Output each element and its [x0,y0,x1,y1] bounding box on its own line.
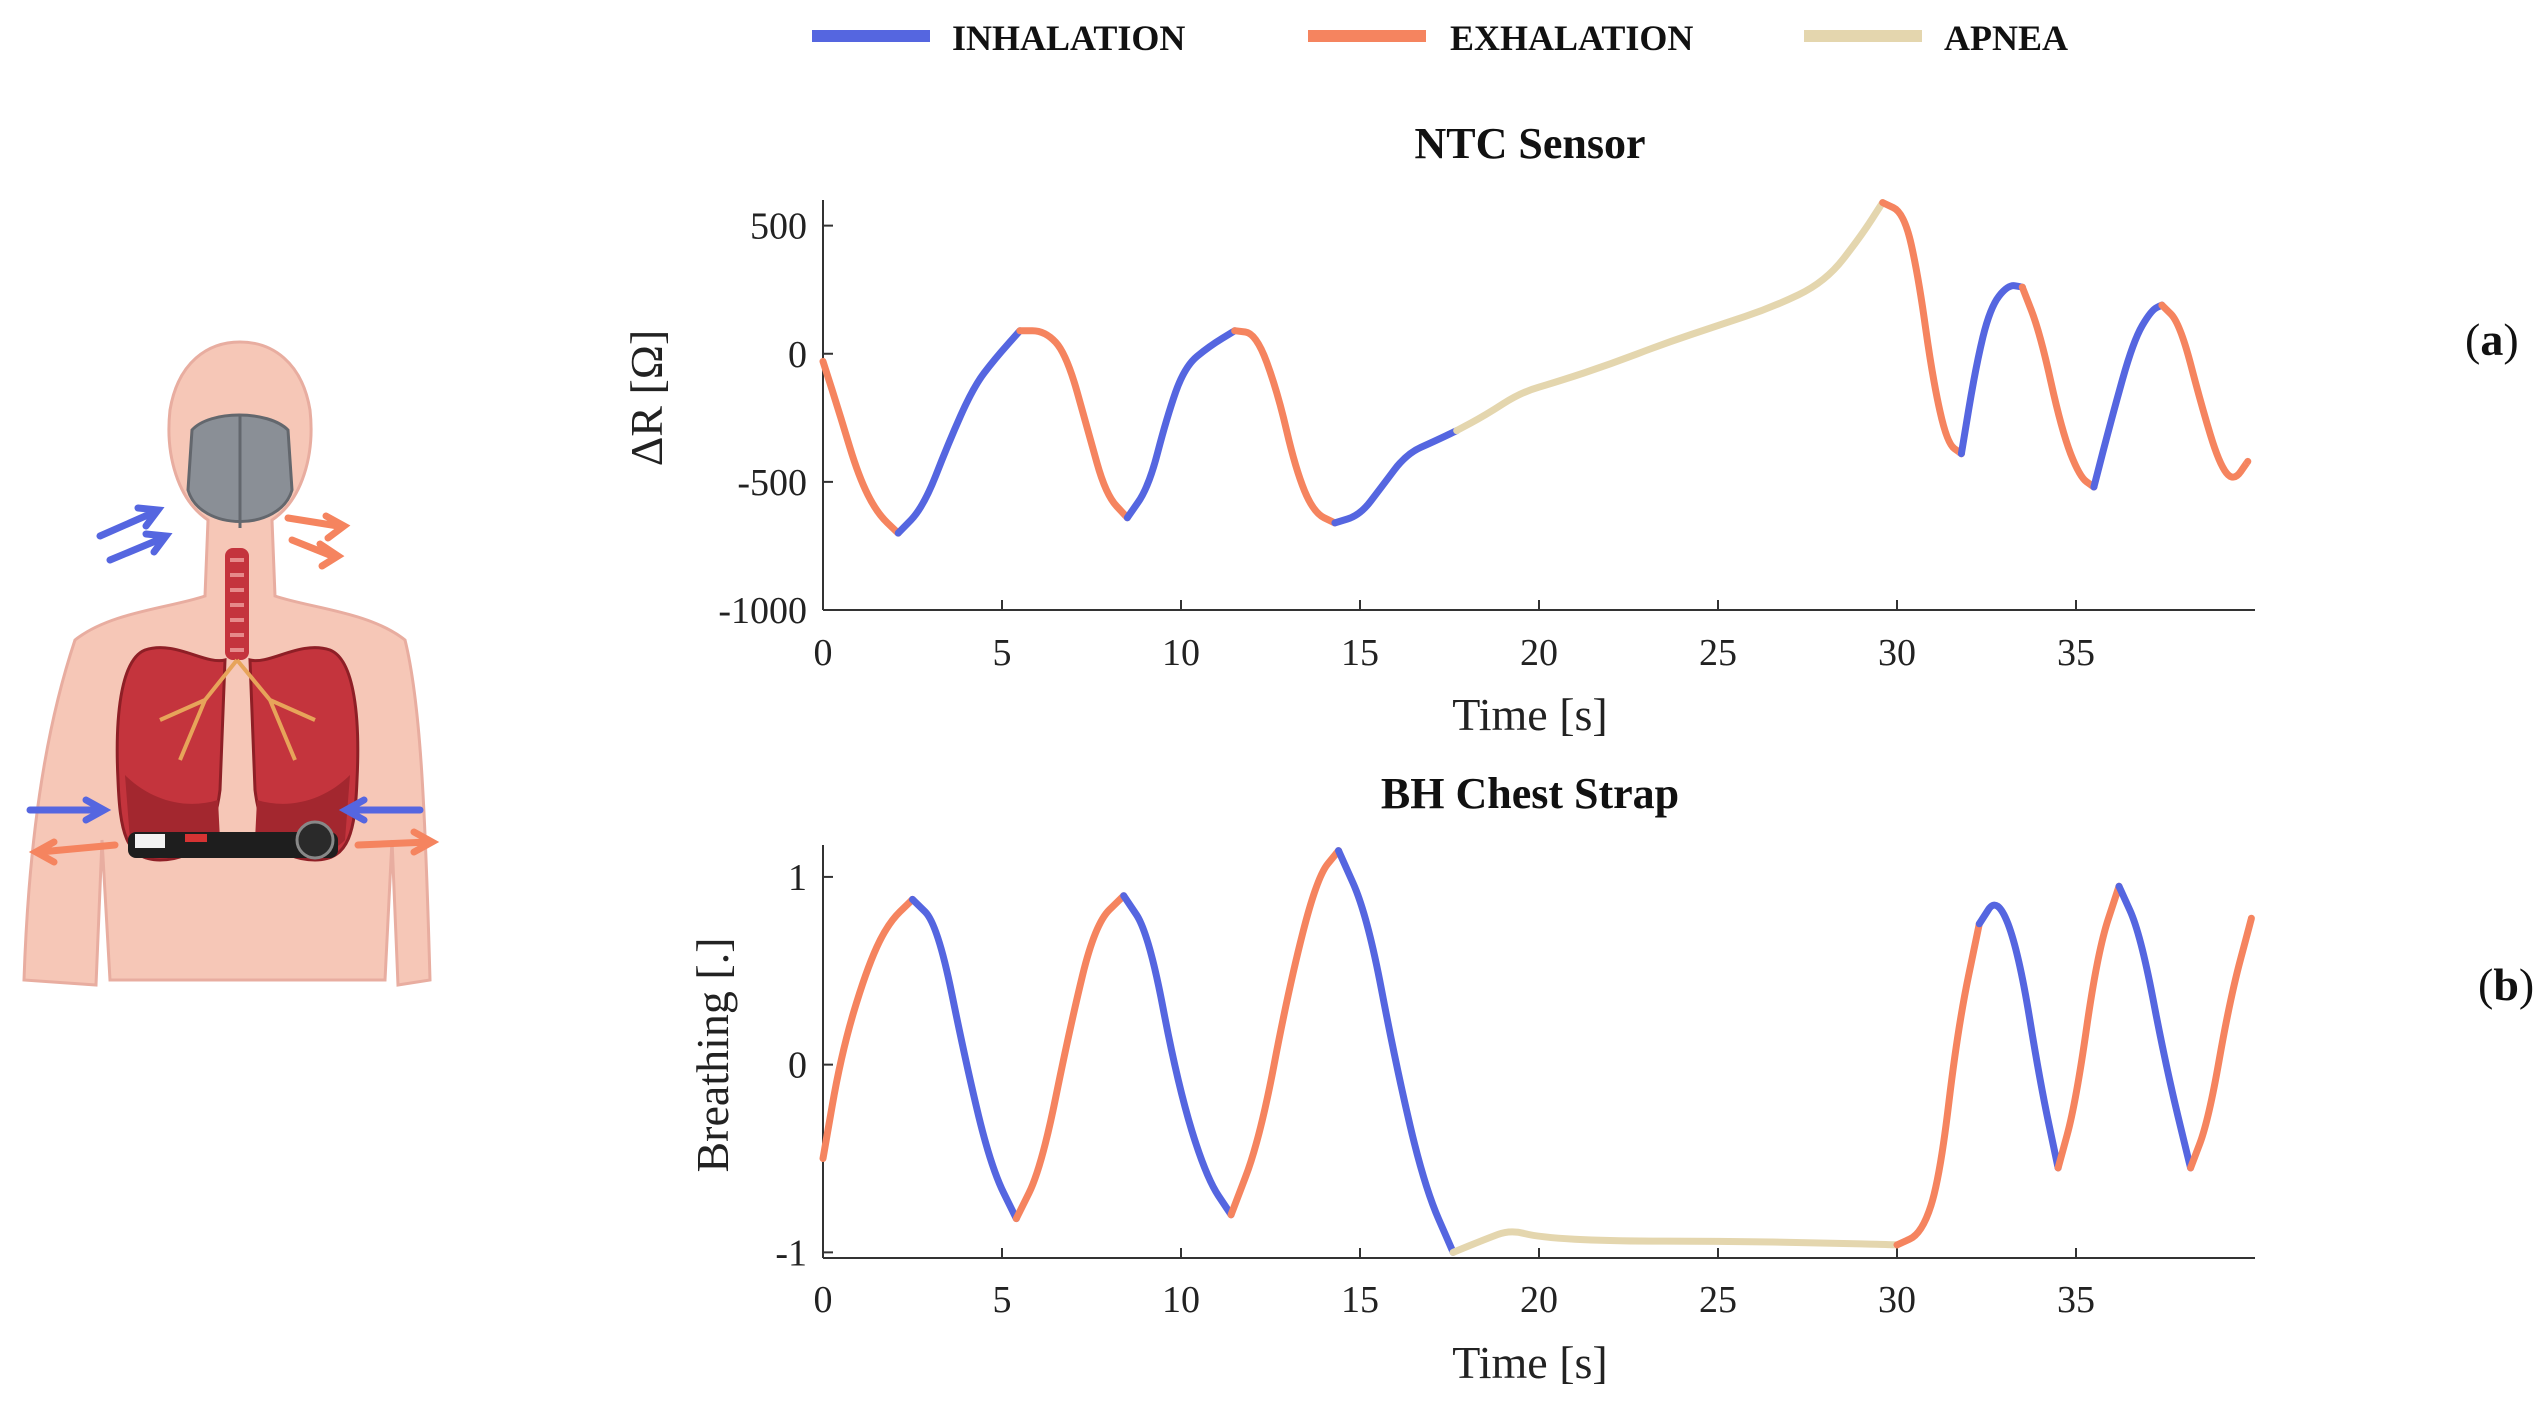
panel-label: (b) [2478,959,2533,1010]
legend-item-inhalation: INHALATION [812,18,1185,58]
legend-swatch-inhalation [812,30,930,42]
y-tick-label: 1 [788,857,807,899]
x-tick-label: 35 [2057,1279,2095,1321]
exhalation-segment [2054,882,2123,1172]
x-axis-label: Time [s] [1452,1337,1608,1388]
exhalation-segment [2158,301,2252,481]
inhalation-segment [1975,901,2062,1172]
chart-series [819,199,2252,537]
inhalation-segment [1123,327,1239,522]
y-tick-label: 0 [788,334,807,376]
exhalation-segment [2187,914,2255,1172]
exhalation-segment [1012,892,1128,1223]
x-tick-label: 10 [1162,632,1200,674]
y-tick-label: -1 [775,1232,807,1274]
x-tick-label: 30 [1878,1279,1916,1321]
inhalation-segment [1335,847,1457,1256]
y-tick-label: -500 [737,462,807,504]
face-mask-icon [186,413,294,528]
breathing-illustration [22,340,440,987]
inhalation-segment [1120,892,1235,1219]
legend-label-inhalation: INHALATION [952,18,1185,58]
inhalation-segment [2090,301,2166,491]
apnea-segment [1449,1228,1901,1256]
x-tick-label: 30 [1878,632,1916,674]
chart-title: BH Chest Strap [1381,769,1679,818]
x-tick-label: 35 [2057,632,2095,674]
inhalation-segment [1331,427,1461,527]
exhalation-segment [1227,847,1343,1219]
exhalation-segment [819,357,902,537]
airflow-arrow-icon [26,504,440,866]
chest-strap-icon [128,820,338,860]
x-tick-label: 5 [993,1279,1012,1321]
y-tick-label: 500 [750,206,807,248]
chart-series [819,847,2255,1256]
x-tick-label: 20 [1520,632,1558,674]
panel-label: (a) [2465,314,2519,365]
y-tick-label: -1000 [718,590,807,632]
legend-item-exhalation: EXHALATION [1308,18,1693,58]
trachea-icon [225,548,249,660]
x-tick-label: 15 [1341,1279,1379,1321]
apnea-segment [1453,199,1887,435]
x-tick-label: 0 [814,1279,833,1321]
inhalation-segment [2115,882,2195,1172]
legend-item-apnea: APNEA [1804,18,2068,58]
chart-axes: 0 5 10 15 20 25 30 35 500 0 -500 -1000 [718,200,2255,674]
legend-swatch-apnea [1804,30,1922,42]
x-tick-label: 20 [1520,1279,1558,1321]
legend-swatch-exhalation [1308,30,1426,42]
inhalation-segment [1957,282,2026,458]
exhalation-segment [1231,327,1339,527]
inhalation-segment [909,895,1020,1223]
x-tick-label: 5 [993,632,1012,674]
exhalation-segment [819,895,917,1162]
x-tick-label: 10 [1162,1279,1200,1321]
inhalation-segment [894,327,1024,537]
chart-panel-ntc-sensor: NTC Sensor 0 5 10 15 20 25 30 35 500 0 -500 -1000 T… [621,119,2519,740]
y-tick-label: 0 [788,1045,807,1087]
x-tick-label: 25 [1699,632,1737,674]
exhalation-segment [1016,327,1131,522]
x-axis-label: Time [s] [1452,689,1608,740]
x-tick-label: 15 [1341,632,1379,674]
exhalation-segment [1879,199,1965,458]
exhalation-segment [1893,920,1983,1249]
x-tick-label: 25 [1699,1279,1737,1321]
x-tick-label: 0 [814,632,833,674]
chart-title: NTC Sensor [1414,119,1645,168]
legend-label-exhalation: EXHALATION [1450,18,1693,58]
legend: INHALATION EXHALATION APNEA [812,18,2068,58]
y-axis-label: Breathing [.] [687,937,738,1172]
exhalation-segment [2018,283,2098,491]
y-axis-label: ΔR [Ω] [621,330,672,467]
legend-label-apnea: APNEA [1944,18,2068,58]
